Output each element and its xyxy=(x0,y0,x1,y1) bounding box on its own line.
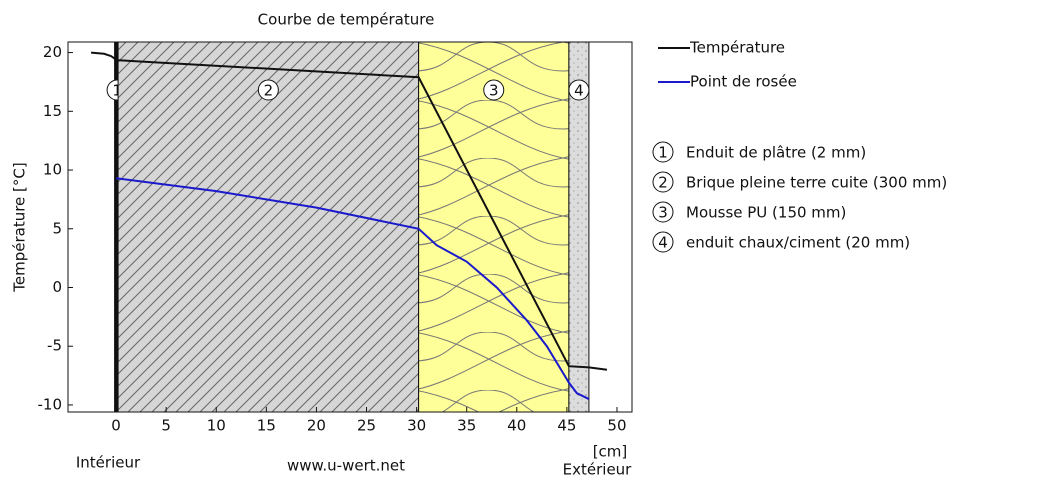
layer-badge xyxy=(568,79,590,101)
x-tick-label: 45 xyxy=(557,417,576,435)
x-tick-label: 0 xyxy=(111,417,121,435)
legend-layer-name: enduit chaux/ciment (20 mm) xyxy=(686,234,910,252)
x-tick-label: 30 xyxy=(407,417,426,435)
y-tick-label: -5 xyxy=(47,337,62,355)
series-line xyxy=(90,51,608,371)
layer xyxy=(418,41,570,413)
legend-badge xyxy=(652,141,674,163)
y-tick-label: 10 xyxy=(43,161,62,179)
legend-number: 2 xyxy=(658,174,668,192)
legend-label: Point de rosée xyxy=(690,73,797,91)
x-tick-label: 5 xyxy=(161,417,171,435)
layer-number: 4 xyxy=(574,82,584,100)
legend-badge xyxy=(652,231,674,253)
plot-frame xyxy=(67,41,633,413)
chart-title: Courbe de température xyxy=(258,11,435,29)
legend-number: 1 xyxy=(658,144,668,162)
exterior-label: Extérieur xyxy=(563,461,633,479)
layer-number: 3 xyxy=(489,82,499,100)
y-tick-label: 5 xyxy=(52,219,62,237)
y-tick-label: 15 xyxy=(43,102,62,120)
layer-number: 2 xyxy=(264,82,274,100)
y-tick-label: 0 xyxy=(52,278,62,296)
x-tick-label: 40 xyxy=(507,417,526,435)
legend-badge xyxy=(652,201,674,223)
x-axis-label: [cm] xyxy=(593,443,628,461)
x-tick-label: 10 xyxy=(207,417,226,435)
y-tick-label: -10 xyxy=(38,395,63,413)
x-tick-label: 35 xyxy=(457,417,476,435)
plot: 0 5 10 15 20 25 30 35 40 45 50 -10 -5 0 5 10 15 20 xyxy=(38,41,633,435)
legend-number: 4 xyxy=(658,234,668,252)
y-tick-label: 20 xyxy=(43,43,62,61)
interior-label: Intérieur xyxy=(76,454,141,472)
x-tick-label: 50 xyxy=(607,417,626,435)
x-tick-label: 20 xyxy=(307,417,326,435)
x-tick-label: 15 xyxy=(257,417,276,435)
source-label: www.u-wert.net xyxy=(287,457,405,475)
layer-number: 1 xyxy=(112,82,122,100)
legend-number: 3 xyxy=(658,204,668,222)
legend-badge xyxy=(652,171,674,193)
layer xyxy=(117,41,420,413)
layers: 1 2 3 4 xyxy=(106,41,590,413)
y-axis-label: Température [°C] xyxy=(11,162,29,292)
legend-layer-name: Brique pleine terre cuite (300 mm) xyxy=(686,174,947,192)
legend-label: Température xyxy=(689,39,785,57)
layer-badge xyxy=(483,79,505,101)
series-line xyxy=(115,177,590,400)
x-tick-label: 25 xyxy=(357,417,376,435)
layer-badge xyxy=(257,79,279,101)
legend-layer-name: Mousse PU (150 mm) xyxy=(686,204,846,222)
legend-layer-name: Enduit de plâtre (2 mm) xyxy=(686,144,866,162)
